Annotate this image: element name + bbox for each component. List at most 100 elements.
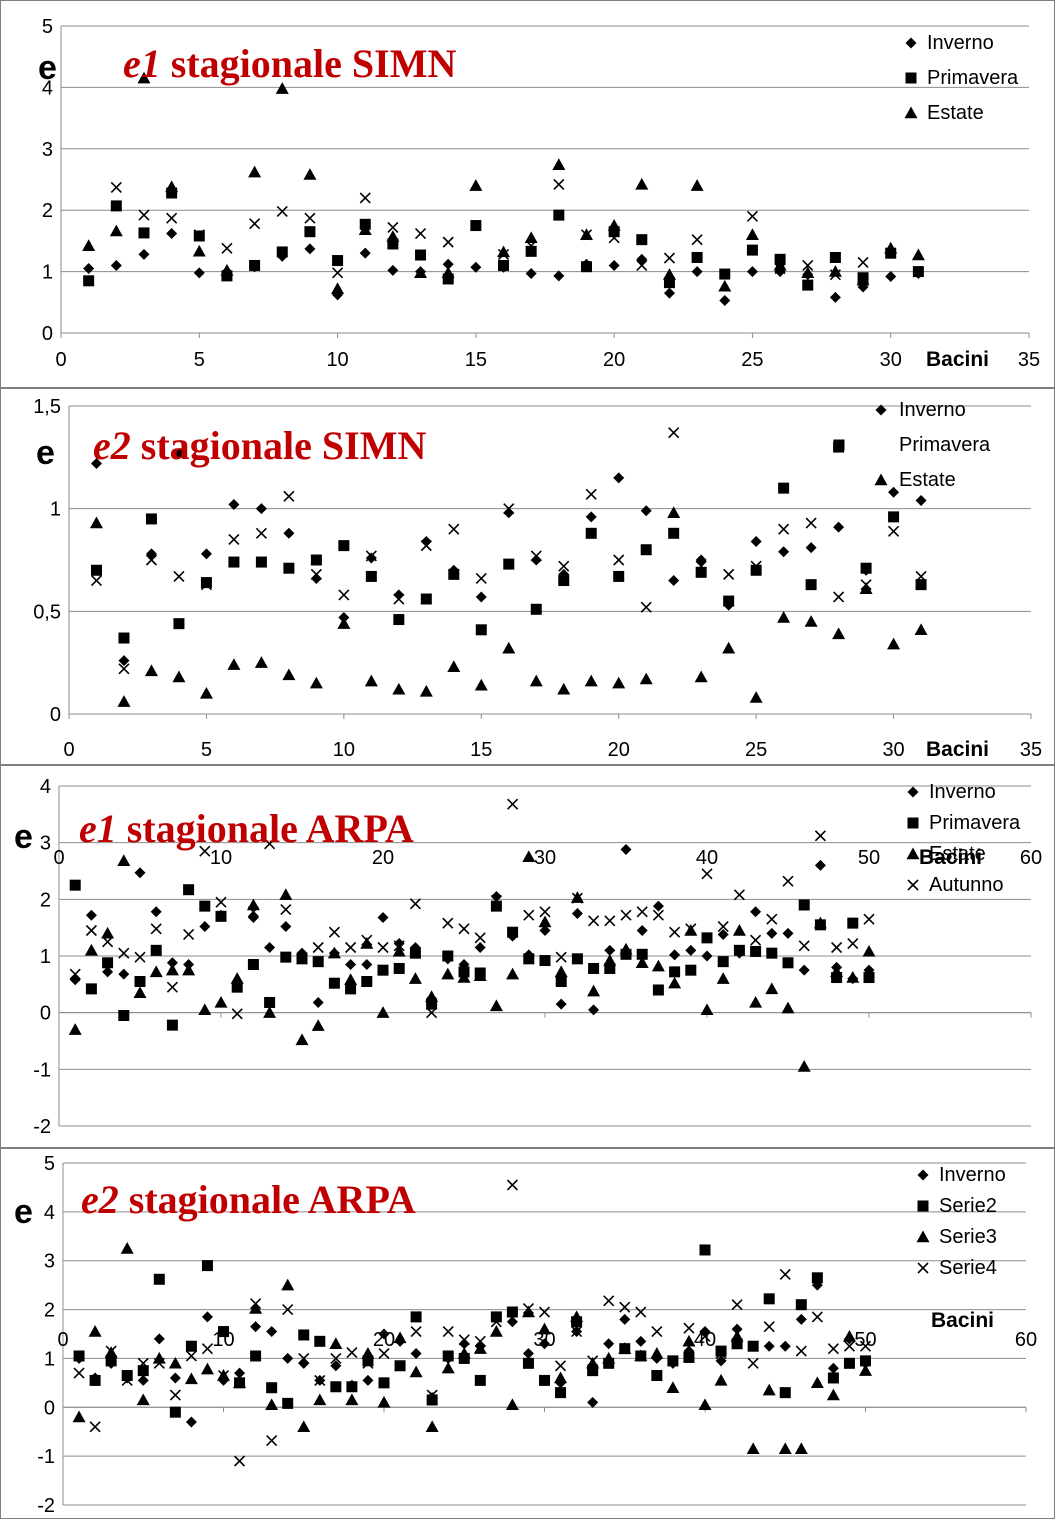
legend-marker	[916, 1230, 930, 1243]
data-point	[774, 262, 786, 275]
chart-title-text: stagionale ARPA	[119, 1177, 416, 1222]
data-point	[386, 230, 400, 242]
data-point	[200, 548, 212, 560]
data-point	[639, 672, 653, 685]
data-point	[247, 911, 259, 923]
data-point	[475, 591, 487, 603]
data-point	[165, 963, 179, 976]
data-point	[811, 1279, 823, 1291]
data-point	[685, 964, 697, 976]
data-point	[458, 923, 470, 935]
data-point	[863, 964, 875, 976]
data-point	[635, 1306, 647, 1318]
data-point	[134, 867, 146, 879]
data-point	[69, 968, 81, 980]
data-point	[105, 1345, 117, 1357]
data-point	[701, 932, 713, 944]
data-point	[330, 1381, 342, 1393]
chart-title: e1 stagionale SIMN	[123, 41, 456, 86]
data-point	[378, 1347, 390, 1360]
data-point	[580, 229, 593, 241]
data-point	[608, 226, 620, 238]
legend-marker	[875, 404, 887, 416]
data-point	[827, 1372, 839, 1384]
data-point	[133, 986, 147, 999]
data-point	[666, 1381, 680, 1393]
y-tick-label: 1,5	[33, 396, 61, 418]
data-point	[73, 1350, 85, 1362]
data-point	[387, 264, 399, 276]
data-point	[884, 241, 898, 254]
data-point	[690, 179, 704, 191]
data-point	[420, 593, 432, 605]
chart-e2-simn: 0 0,5 1 1,5 0 5 10 15 20 25 30 35 e2 stagionale SIMN…	[0, 388, 1055, 765]
data-point	[618, 1342, 632, 1354]
legend-marker	[904, 106, 918, 119]
data-point	[489, 1325, 503, 1337]
data-point	[723, 595, 735, 607]
data-point	[165, 180, 179, 193]
data-point	[782, 875, 794, 887]
data-point	[607, 219, 621, 231]
data-point	[802, 259, 814, 272]
data-point	[360, 937, 374, 949]
data-point	[538, 1322, 551, 1335]
data-point	[193, 230, 205, 242]
data-point	[458, 1338, 470, 1350]
data-point	[885, 247, 897, 259]
chart-title-variable: e1	[79, 806, 117, 851]
data-point	[746, 1442, 760, 1455]
data-point	[144, 664, 158, 677]
data-point	[522, 1357, 534, 1369]
y-tick-label: 3	[42, 139, 53, 161]
data-point	[831, 972, 843, 984]
data-point	[393, 1331, 407, 1344]
data-point	[794, 1442, 808, 1455]
data-point	[393, 940, 405, 952]
data-point	[137, 71, 151, 84]
data-point	[695, 554, 707, 566]
y-tick-label: 3	[44, 1251, 55, 1273]
data-point	[183, 928, 195, 941]
data-point	[585, 511, 597, 523]
data-point	[228, 533, 240, 546]
data-point	[828, 265, 842, 277]
data-point	[695, 560, 707, 572]
data-point	[603, 1295, 615, 1307]
data-point	[200, 577, 212, 589]
data-point	[138, 209, 150, 221]
x-tick-label: 5	[201, 739, 212, 761]
data-point	[295, 1033, 309, 1046]
data-point	[247, 906, 259, 918]
x-tick-label: 50	[854, 1329, 876, 1351]
data-point	[810, 1376, 824, 1389]
data-point	[330, 1360, 342, 1372]
legend-label: Estate	[927, 102, 984, 124]
data-point	[668, 427, 680, 439]
data-point	[750, 560, 762, 572]
data-point	[552, 158, 566, 170]
data-point	[254, 656, 268, 668]
x-axis-label: Bacini	[926, 348, 989, 371]
x-tick-label: 0	[57, 1329, 68, 1351]
legend-marker	[874, 473, 888, 486]
y-tick-label: 0	[44, 1397, 55, 1419]
x-tick-label: 10	[326, 349, 348, 371]
data-point	[344, 973, 358, 985]
data-point	[587, 1396, 599, 1408]
data-point	[613, 554, 625, 566]
data-point	[620, 843, 632, 855]
data-point	[635, 1335, 647, 1347]
data-point	[525, 240, 537, 252]
data-point	[425, 1420, 439, 1433]
data-point	[715, 1347, 727, 1360]
data-point	[470, 261, 482, 273]
data-point	[394, 1360, 406, 1372]
data-point	[733, 889, 745, 901]
data-point	[715, 1355, 727, 1367]
data-point	[215, 910, 227, 922]
legend-marker	[905, 37, 917, 49]
data-point	[172, 670, 186, 683]
y-tick-label: 0,5	[33, 601, 61, 623]
data-point	[377, 964, 389, 976]
